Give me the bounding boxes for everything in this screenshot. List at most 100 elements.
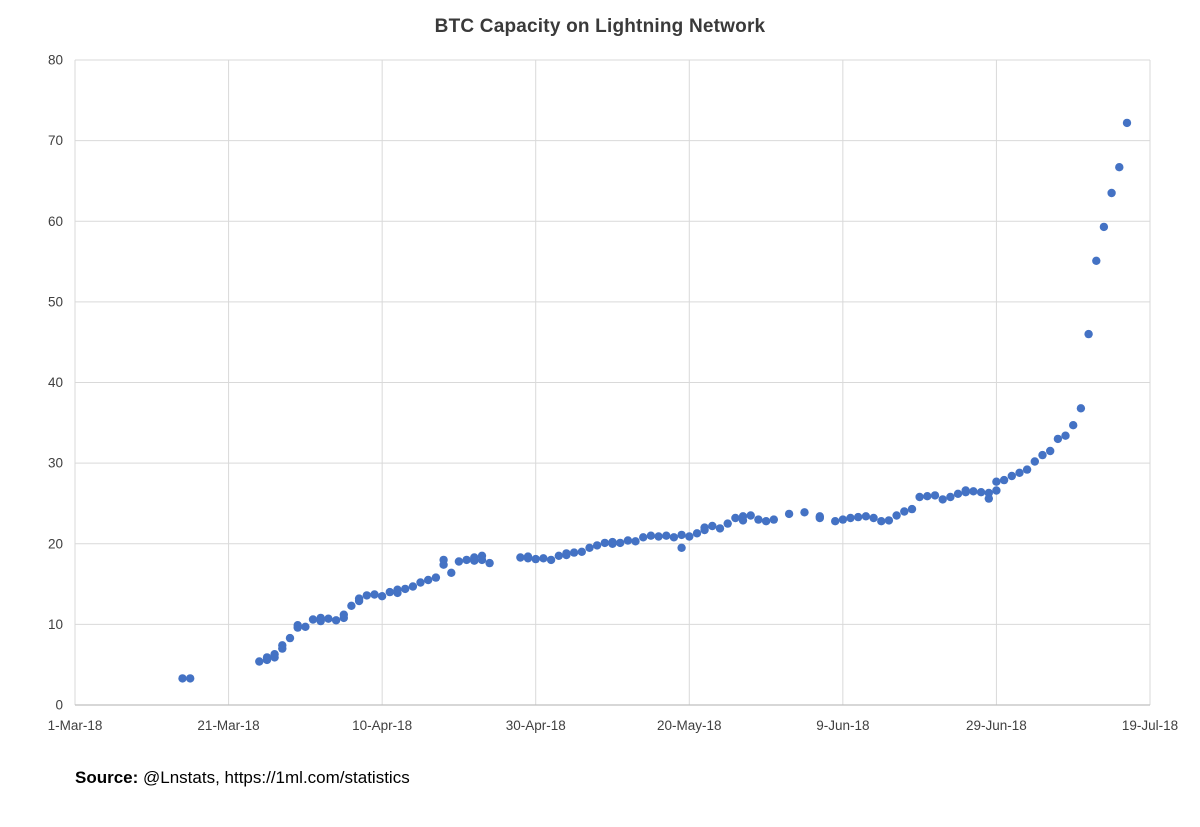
data-point xyxy=(516,553,525,562)
data-point xyxy=(1115,163,1124,172)
y-axis-tick-label: 10 xyxy=(48,617,63,632)
data-point xyxy=(1015,468,1024,477)
data-point xyxy=(984,488,993,498)
data-point xyxy=(531,554,540,564)
data-point xyxy=(585,543,594,552)
data-point xyxy=(301,622,310,631)
x-axis-tick-label: 10-Apr-18 xyxy=(352,718,412,733)
x-axis-tick-label: 20-May-18 xyxy=(657,718,722,733)
x-axis-tick-label: 19-Jul-18 xyxy=(1122,718,1178,733)
data-point xyxy=(562,549,571,558)
data-point xyxy=(1038,450,1047,460)
data-point xyxy=(869,513,878,523)
data-point xyxy=(393,585,402,594)
data-point xyxy=(700,523,709,532)
data-point xyxy=(454,557,464,566)
data-point xyxy=(600,538,609,548)
data-point xyxy=(1084,329,1093,339)
data-point xyxy=(738,512,748,521)
data-point xyxy=(1122,118,1132,128)
source-value: @Lnstats, https://1ml.com/statistics xyxy=(138,768,410,787)
data-point xyxy=(900,507,909,516)
data-point xyxy=(577,547,586,556)
data-point xyxy=(631,537,640,546)
data-point xyxy=(731,513,740,523)
data-point xyxy=(278,641,287,650)
data-point xyxy=(669,533,679,542)
data-point xyxy=(677,543,686,552)
data-point xyxy=(416,578,425,587)
data-point xyxy=(877,517,886,526)
data-point xyxy=(953,489,963,498)
data-point xyxy=(362,591,371,600)
data-point xyxy=(347,601,356,610)
y-axis-tick-label: 80 xyxy=(48,53,63,68)
data-point xyxy=(723,519,732,528)
data-point xyxy=(692,529,702,538)
data-point xyxy=(1030,457,1040,466)
data-point xyxy=(999,475,1009,485)
data-point xyxy=(1107,188,1116,198)
data-point xyxy=(923,492,932,501)
data-point xyxy=(1022,465,1032,474)
data-point xyxy=(569,548,579,557)
data-point xyxy=(331,616,341,625)
data-point xyxy=(846,513,855,523)
y-axis-tick-label: 60 xyxy=(48,214,63,229)
data-point xyxy=(462,555,471,565)
data-point xyxy=(938,495,947,504)
data-point xyxy=(907,504,917,514)
data-point xyxy=(930,491,940,500)
data-point xyxy=(892,511,901,520)
x-axis-tick-label: 9-Jun-18 xyxy=(816,718,869,733)
data-point xyxy=(754,515,763,524)
data-point xyxy=(308,615,318,624)
data-point xyxy=(377,592,387,601)
data-point xyxy=(831,517,840,526)
data-point xyxy=(1076,404,1086,413)
data-point xyxy=(539,554,548,563)
data-point xyxy=(324,614,333,623)
data-point xyxy=(262,653,272,662)
y-axis-tick-label: 20 xyxy=(48,536,63,551)
data-point xyxy=(1046,446,1055,456)
data-point xyxy=(1007,471,1016,481)
data-point xyxy=(616,538,625,548)
data-point xyxy=(401,584,410,594)
data-point xyxy=(408,582,418,591)
data-point xyxy=(992,477,1001,486)
data-point xyxy=(523,552,533,561)
y-axis-tick-label: 50 xyxy=(48,294,63,309)
data-point xyxy=(884,516,894,525)
data-point xyxy=(815,512,824,521)
data-point xyxy=(592,541,602,550)
data-point xyxy=(354,594,364,603)
chart-title: BTC Capacity on Lightning Network xyxy=(434,16,766,37)
data-point xyxy=(424,575,433,585)
data-point xyxy=(800,508,809,517)
data-point xyxy=(370,590,379,599)
x-axis-tick-label: 29-Jun-18 xyxy=(966,718,1027,733)
data-point xyxy=(915,492,924,502)
data-point xyxy=(1092,256,1101,265)
data-point xyxy=(769,515,778,524)
data-point xyxy=(677,530,686,540)
data-point xyxy=(293,621,302,630)
data-point xyxy=(439,555,448,565)
data-point xyxy=(554,551,563,560)
data-point xyxy=(976,488,986,497)
data-point xyxy=(447,568,456,577)
data-point xyxy=(186,674,195,683)
data-point xyxy=(1053,434,1063,444)
data-point xyxy=(992,486,1001,495)
data-point xyxy=(961,486,970,495)
data-point xyxy=(861,512,871,521)
x-axis-tick-label: 21-Mar-18 xyxy=(197,718,259,733)
source-label: Source: xyxy=(75,768,139,787)
y-axis-tick-label: 30 xyxy=(48,456,63,471)
data-point xyxy=(316,613,325,623)
data-point xyxy=(838,515,848,524)
y-axis-tick-label: 40 xyxy=(48,375,63,390)
data-point xyxy=(662,531,671,540)
